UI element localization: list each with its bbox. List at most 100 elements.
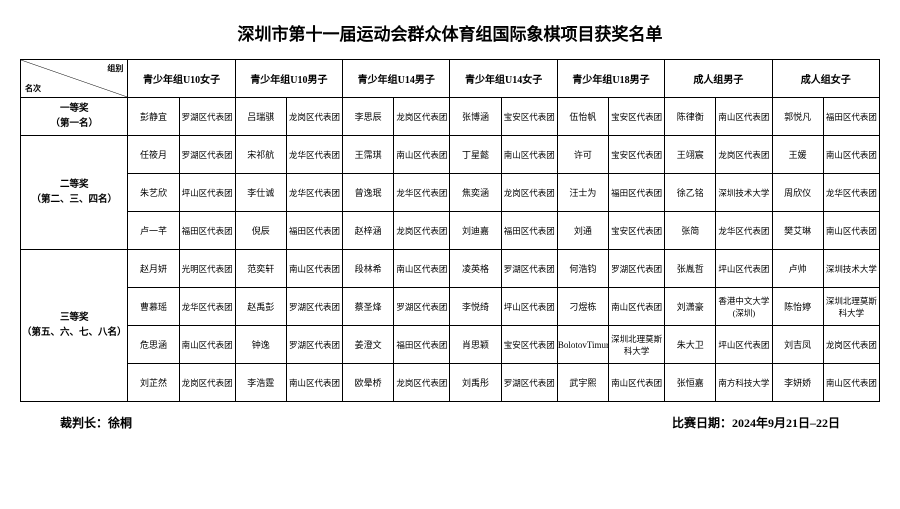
- athlete-name: 张简: [665, 212, 716, 250]
- award-label: 一等奖（第一名）: [21, 98, 128, 136]
- athlete-name: 卢一芊: [128, 212, 179, 250]
- team-name: 龙岗区代表团: [394, 364, 450, 402]
- athlete-name: 范奕轩: [235, 250, 286, 288]
- group-header: 青少年组U10男子: [235, 60, 342, 98]
- athlete-name: 李思辰: [343, 98, 394, 136]
- team-name: 福田区代表团: [823, 98, 879, 136]
- page-title: 深圳市第十一届运动会群众体育组国际象棋项目获奖名单: [20, 20, 880, 45]
- team-name: 南山区代表团: [394, 136, 450, 174]
- award-table: 组别 名次 青少年组U10女子 青少年组U10男子 青少年组U14男子 青少年组…: [20, 59, 880, 402]
- athlete-name: 曾逸珉: [343, 174, 394, 212]
- team-name: 宝安区代表团: [501, 326, 557, 364]
- team-name: 深圳北理莫斯科大学: [823, 288, 879, 326]
- athlete-name: 许可: [557, 136, 608, 174]
- athlete-name: 倪辰: [235, 212, 286, 250]
- team-name: 南山区代表团: [394, 250, 450, 288]
- athlete-name: 刁煜栋: [557, 288, 608, 326]
- team-name: 龙华区代表团: [394, 174, 450, 212]
- athlete-name: 朱大卫: [665, 326, 716, 364]
- team-name: 福田区代表团: [394, 326, 450, 364]
- athlete-name: 彭静宜: [128, 98, 179, 136]
- team-name: 南山区代表团: [716, 98, 772, 136]
- table-row: 二等奖（第二、三、四名）任筱月罗湖区代表团宋祁航龙华区代表团王霈琪南山区代表团丁…: [21, 136, 880, 174]
- table-row: 一等奖（第一名）彭静宜罗湖区代表团吕瑞骐龙岗区代表团李思辰龙岗区代表团张博涵宝安…: [21, 98, 880, 136]
- team-name: 龙岗区代表团: [394, 98, 450, 136]
- athlete-name: 欧晕桥: [343, 364, 394, 402]
- athlete-name: 王翊宸: [665, 136, 716, 174]
- team-name: 罗湖区代表团: [501, 364, 557, 402]
- team-name: 南方科技大学: [716, 364, 772, 402]
- athlete-name: 张博涵: [450, 98, 501, 136]
- athlete-name: 刘吉凤: [772, 326, 823, 364]
- team-name: 罗湖区代表团: [179, 136, 235, 174]
- team-name: 罗湖区代表团: [608, 250, 664, 288]
- team-name: 香港中文大学(深圳): [716, 288, 772, 326]
- table-row: 危思涵南山区代表团钟逸罗湖区代表团姜澄文福田区代表团肖思颖宝安区代表团Bolot…: [21, 326, 880, 364]
- team-name: 深圳北理莫斯科大学: [608, 326, 664, 364]
- diag-top: 组别: [107, 63, 123, 74]
- team-name: 南山区代表团: [179, 326, 235, 364]
- athlete-name: 刘通: [557, 212, 608, 250]
- header-row: 组别 名次 青少年组U10女子 青少年组U10男子 青少年组U14男子 青少年组…: [21, 60, 880, 98]
- team-name: 南山区代表团: [823, 136, 879, 174]
- athlete-name: 张胤哲: [665, 250, 716, 288]
- group-header: 成人组男子: [665, 60, 772, 98]
- athlete-name: 武宇熙: [557, 364, 608, 402]
- footer: 裁判长：徐桐 比赛日期：2024年9月21日–22日: [20, 414, 880, 431]
- team-name: 南山区代表团: [286, 250, 342, 288]
- referee-name: 徐桐: [108, 416, 132, 430]
- athlete-name: 刘禹彤: [450, 364, 501, 402]
- athlete-name: 周欣仪: [772, 174, 823, 212]
- team-name: 龙华区代表团: [823, 174, 879, 212]
- group-header: 青少年组U18男子: [557, 60, 664, 98]
- team-name: 福田区代表团: [501, 212, 557, 250]
- athlete-name: 吕瑞骐: [235, 98, 286, 136]
- team-name: 南山区代表团: [608, 364, 664, 402]
- athlete-name: 任筱月: [128, 136, 179, 174]
- athlete-name: 李悦绮: [450, 288, 501, 326]
- table-row: 曹慕瑶龙华区代表团赵禹彭罗湖区代表团蔡圣烽罗湖区代表团李悦绮坪山区代表团刁煜栋南…: [21, 288, 880, 326]
- referee-label: 裁判长：: [60, 416, 108, 430]
- group-header: 成人组女子: [772, 60, 879, 98]
- group-header: 青少年组U10女子: [128, 60, 235, 98]
- team-name: 龙岗区代表团: [394, 212, 450, 250]
- athlete-name: 焦奕涵: [450, 174, 501, 212]
- team-name: 南山区代表团: [286, 364, 342, 402]
- athlete-name: 汪士为: [557, 174, 608, 212]
- team-name: 罗湖区代表团: [394, 288, 450, 326]
- diag-header: 组别 名次: [21, 60, 128, 98]
- referee: 裁判长：徐桐: [60, 414, 132, 431]
- team-name: 龙华区代表团: [179, 288, 235, 326]
- team-name: 宝安区代表团: [608, 98, 664, 136]
- team-name: 福田区代表团: [608, 174, 664, 212]
- athlete-name: 伍怡帆: [557, 98, 608, 136]
- athlete-name: 宋祁航: [235, 136, 286, 174]
- athlete-name: 郭悦凡: [772, 98, 823, 136]
- award-label: 二等奖（第二、三、四名）: [21, 136, 128, 250]
- athlete-name: 赵梓涵: [343, 212, 394, 250]
- athlete-name: 朱艺欣: [128, 174, 179, 212]
- team-name: 龙岗区代表团: [501, 174, 557, 212]
- athlete-name: 李浩霆: [235, 364, 286, 402]
- athlete-name: 李仕诚: [235, 174, 286, 212]
- team-name: 龙华区代表团: [716, 212, 772, 250]
- team-name: 坪山区代表团: [716, 326, 772, 364]
- team-name: 深圳技术大学: [716, 174, 772, 212]
- team-name: 坪山区代表团: [501, 288, 557, 326]
- team-name: 坪山区代表团: [716, 250, 772, 288]
- table-row: 三等奖（第五、六、七、八名）赵月妍光明区代表团范奕轩南山区代表团段林希南山区代表…: [21, 250, 880, 288]
- team-name: 南山区代表团: [823, 364, 879, 402]
- match-date: 比赛日期：2024年9月21日–22日: [672, 414, 840, 431]
- team-name: 宝安区代表团: [501, 98, 557, 136]
- team-name: 龙岗区代表团: [286, 98, 342, 136]
- team-name: 宝安区代表团: [608, 212, 664, 250]
- athlete-name: 李妍娇: [772, 364, 823, 402]
- table-row: 刘芷然龙岗区代表团李浩霆南山区代表团欧晕桥龙岗区代表团刘禹彤罗湖区代表团武宇熙南…: [21, 364, 880, 402]
- athlete-name: 蔡圣烽: [343, 288, 394, 326]
- athlete-name: 肖思颖: [450, 326, 501, 364]
- athlete-name: 王霈琪: [343, 136, 394, 174]
- athlete-name: 赵禹彭: [235, 288, 286, 326]
- athlete-name: 钟逸: [235, 326, 286, 364]
- team-name: 坪山区代表团: [179, 174, 235, 212]
- athlete-name: 王媛: [772, 136, 823, 174]
